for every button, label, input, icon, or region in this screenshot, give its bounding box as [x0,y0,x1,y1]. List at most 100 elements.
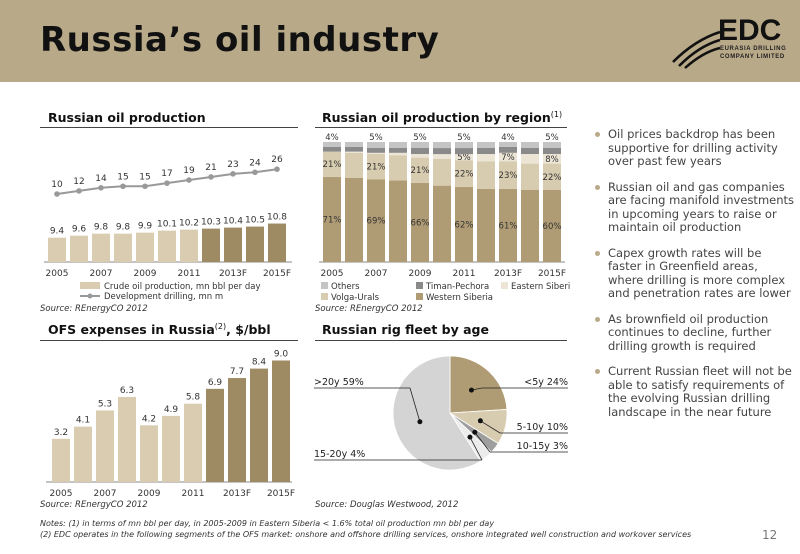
segment-label: 4% [501,133,515,143]
stacked-segment [345,142,363,147]
stacked-segment [477,148,495,154]
x-tick-label: 2005 [46,269,69,279]
legend-swatch [501,282,508,289]
segment-label: 21% [411,166,430,176]
panel3-source: Source: REnergyCO 2012 [40,500,148,510]
stacked-segment [521,142,539,148]
stacked-segment [521,190,539,262]
line-value-label: 14 [95,174,107,184]
stacked-segment [367,152,385,154]
panel3-title: OFS expenses in Russia(2), $/bbl [48,322,271,337]
bar [268,223,286,262]
x-tick-label: 2009 [138,489,161,499]
bar [184,403,202,482]
pie-slice-label: 10-15y 3% [517,441,568,452]
line-value-label: 10 [51,180,63,190]
bar-value-label: 9.6 [72,225,87,235]
stacked-segment [433,148,451,155]
stacked-segment [543,190,561,262]
stacked-segment [543,154,561,164]
bar [250,368,268,482]
footnote-1: Notes: (1) in terms of mn bbl per day, i… [40,519,495,528]
bullet-text: Russian oil and gas companies are facing… [608,179,795,234]
pie-slice [449,355,508,414]
x-tick-label: 2007 [90,269,113,279]
stacked-segment [477,188,495,262]
bar-value-label: 10.3 [201,218,221,228]
pie-leader-dot [477,418,483,424]
bar [52,438,70,482]
segment-label: 7% [501,153,515,163]
bar [272,360,290,482]
panel4-source: Source: Douglas Westwood, 2012 [315,500,459,510]
bullet-text: Oil prices backdrop has been supportive … [608,127,778,168]
stacked-segment [433,154,451,159]
stacked-segment [521,154,539,164]
stacked-segment [411,157,429,183]
pie-leader-line [474,431,491,453]
x-tick-label: 2007 [365,269,388,279]
panel2-rule [315,127,567,128]
panel2-title: Russian oil production by region(1) [322,110,562,125]
bar-value-label: 10.1 [157,220,177,230]
legend-swatch [321,282,328,289]
bullet-item: Capex growth rates will be faster in Gre… [594,246,794,301]
bullet-list: Oil prices backdrop has been supportive … [594,127,795,431]
chart-oil-production: 9.4 9.6 9.8 9.8 9.9 10.1 10.2 10.3 10.4 10.5 10.8 1… [44,155,292,302]
stacked-segment [433,185,451,262]
segment-label: 61% [499,221,518,231]
stacked-segment [389,142,407,148]
logo-swoosh-3 [684,46,721,69]
line-value-label: 21 [205,163,216,173]
bullet-item: As brownfield oil production continues t… [594,312,794,354]
segment-label: 21% [323,160,342,170]
stacked-segment [367,179,385,262]
bar-value-label: 9.8 [94,223,109,233]
line-point [142,183,148,190]
stacked-segment [367,154,385,180]
bar [228,378,246,482]
stacked-segment [455,186,473,262]
x-tick-label: 2015F [538,269,566,279]
stacked-segment [477,154,495,162]
panel4-title: Russian rig fleet by age [322,322,489,337]
bar [70,235,88,262]
line-point [54,191,60,197]
legend-label-crude: Crude oil production, mn bbl per day [104,282,261,292]
pie-slice-label: <5y 24% [524,377,568,388]
pie-slice [392,355,482,471]
page-number: 12 [762,528,778,542]
bullet-item: Russian oil and gas companies are facing… [594,179,795,235]
pie-leader-dot [467,434,473,440]
bar [140,425,158,482]
pie-leader-dot [468,387,474,393]
stacked-segment [477,142,495,148]
line-point [164,180,170,186]
line-value-label: 24 [249,158,261,168]
segment-label: 5% [545,133,559,143]
pie-slice-label: 5-10y 10% [517,422,568,433]
stacked-segment [433,142,451,149]
stacked-segment [521,163,539,190]
segment-label: 5% [457,153,471,163]
stacked-segment [345,146,363,152]
stacked-segment [367,142,385,148]
pie-leader-line [469,436,483,461]
bullet-dot [595,316,600,322]
stacked-segment [367,148,385,153]
pie-leader-line [480,420,501,434]
bar-value-label: 9.0 [274,350,289,360]
bar-value-label: 4.1 [76,416,90,426]
stacked-segment [323,176,341,262]
line-value-label: 23 [227,160,238,170]
segment-label: 66% [411,218,430,228]
bullet-text: Current Russian fleet will not be able t… [608,364,792,419]
x-tick-label: 2013F [223,489,251,499]
line-point [98,185,104,191]
bar-value-label: 4.9 [164,405,179,415]
panel2-title-sup: (1) [550,110,563,119]
stacked-segment [499,146,517,153]
line-point [186,177,192,183]
chart-rig-fleet-age: <5y 24% 5-10y 10% 10-15y 3% 15-20y 4% >20y 5… [314,355,568,471]
stacked-segment [345,151,363,153]
